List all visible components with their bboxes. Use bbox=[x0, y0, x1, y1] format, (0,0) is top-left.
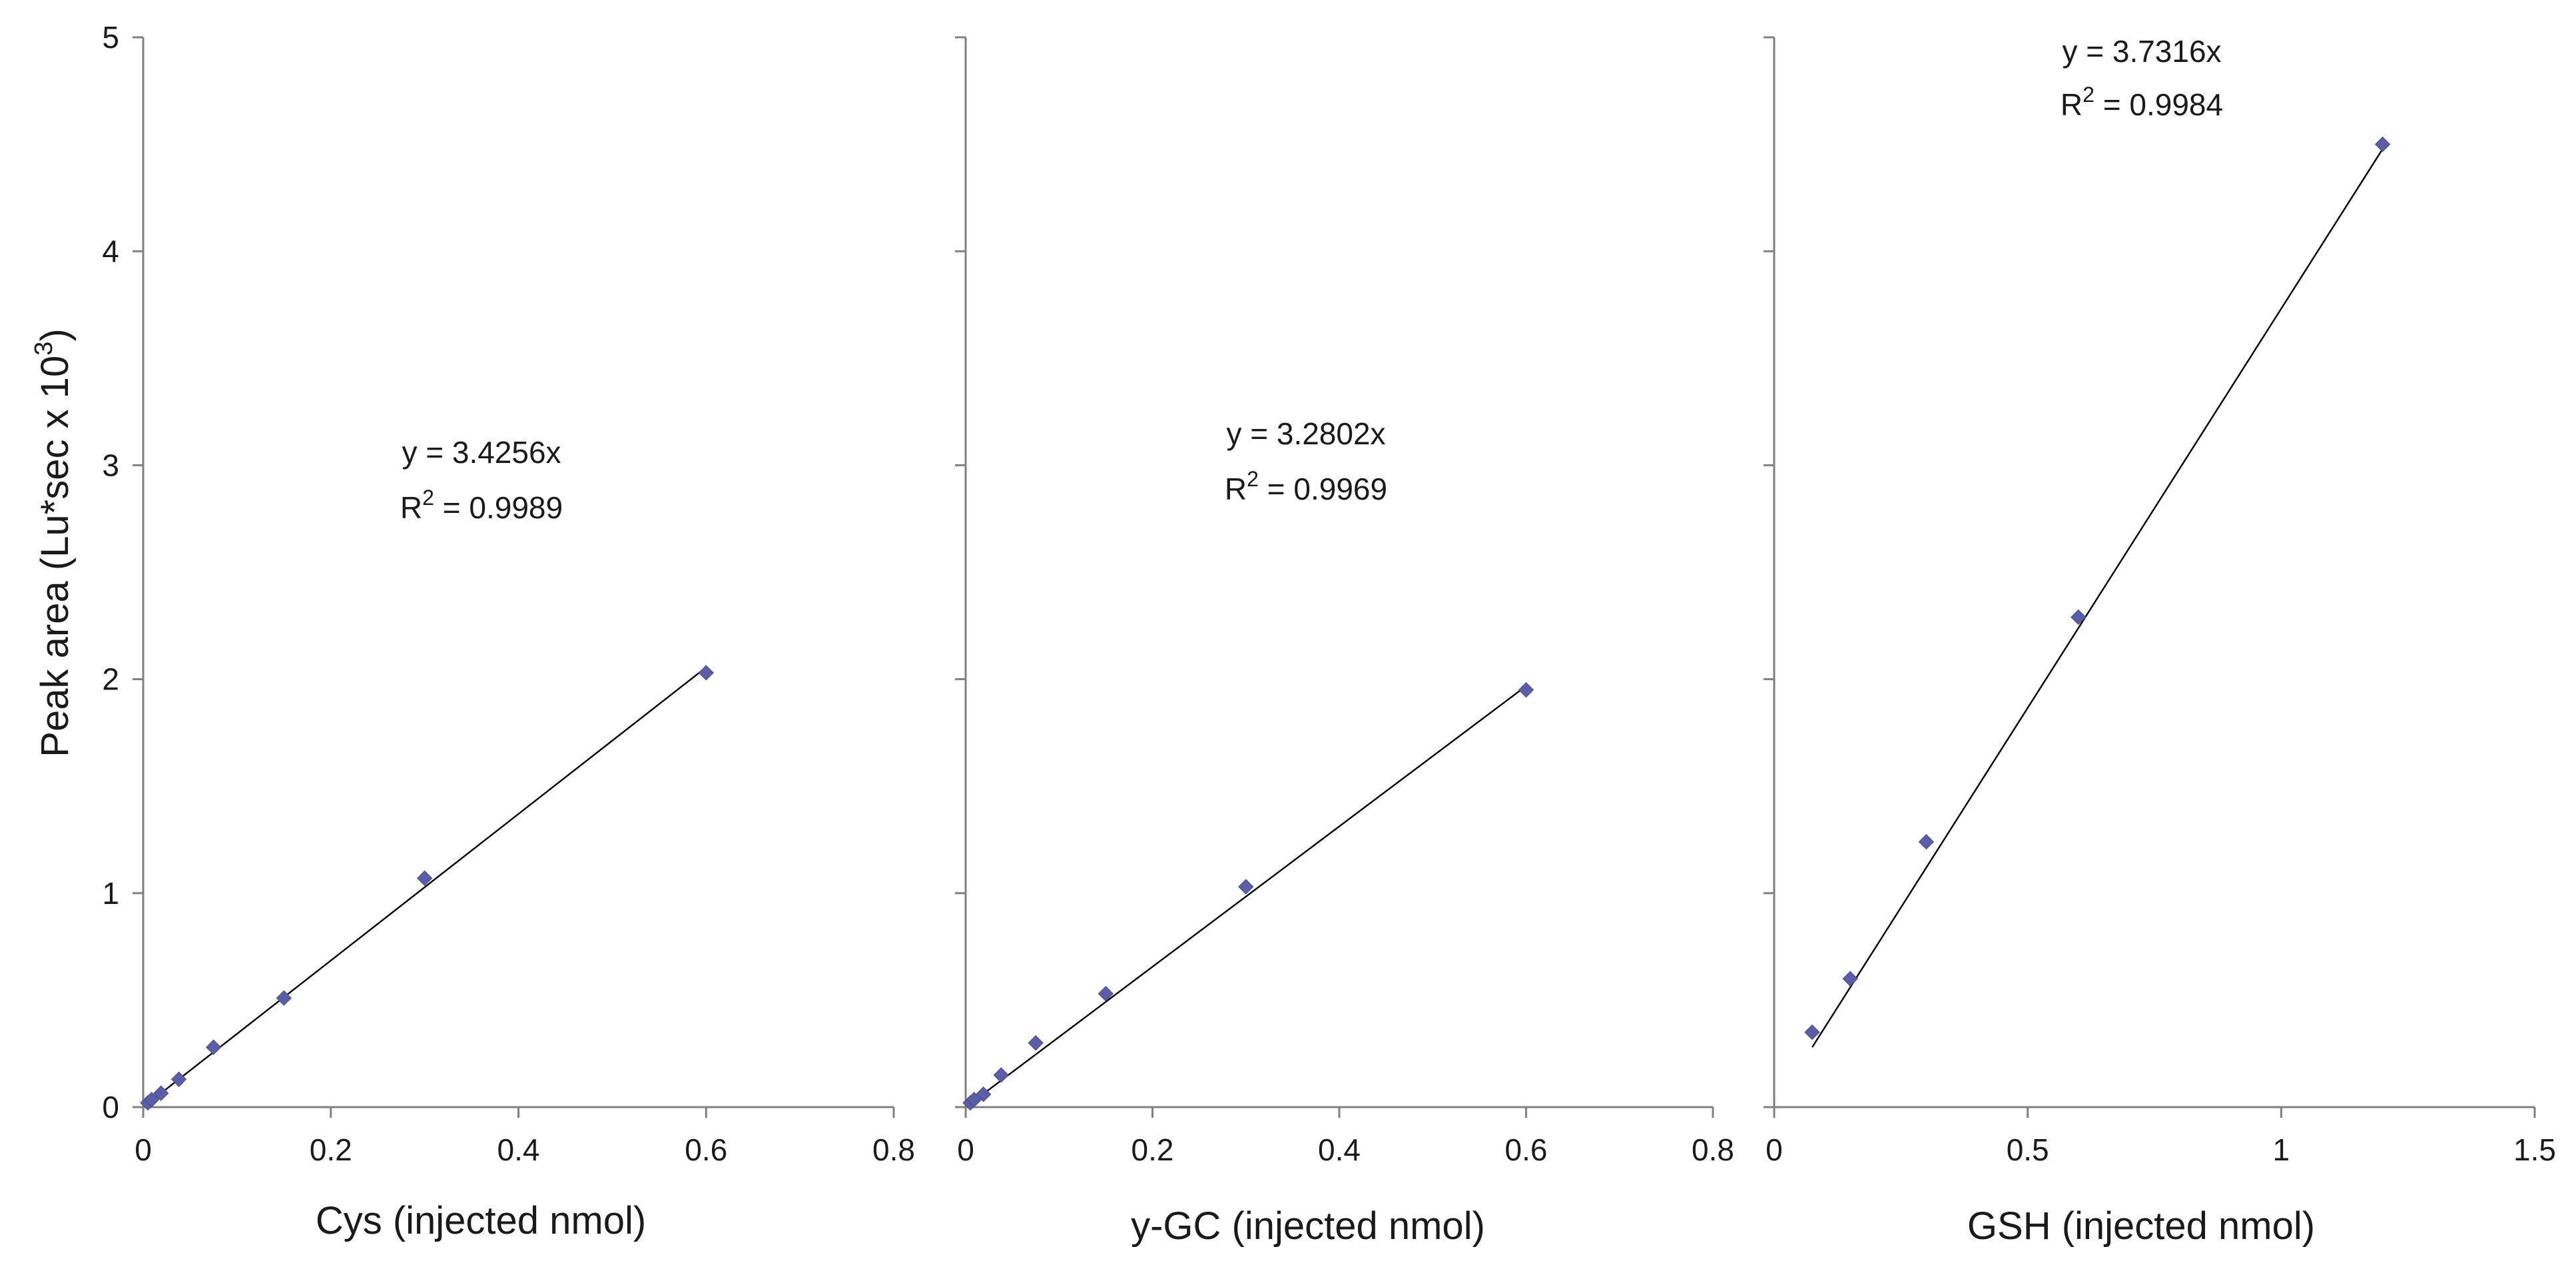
panel-ygc-trendline bbox=[968, 685, 1527, 1105]
panel-ygc-x-tick-label: 0.6 bbox=[1505, 1132, 1548, 1167]
panel-ygc-data-point bbox=[1028, 1035, 1044, 1051]
panel-cys-data-point bbox=[143, 1092, 160, 1108]
panel-cys-axes bbox=[142, 37, 894, 1108]
panel-cys-data-point bbox=[276, 990, 292, 1006]
panel-cys-r-squared: R2 = 0.9989 bbox=[400, 486, 563, 525]
panel-ygc-equation: y = 3.2802x bbox=[1226, 416, 1385, 451]
panel-gsh-data-point bbox=[2374, 136, 2391, 153]
panel-cys-data-point bbox=[698, 665, 714, 681]
panel-cys-data-point bbox=[205, 1039, 222, 1055]
panel-ygc-points bbox=[962, 681, 1534, 1111]
panel-ygc-data-point bbox=[975, 1086, 992, 1102]
panel-ygc-x-tick-label: 0.2 bbox=[1131, 1132, 1174, 1167]
panel-cys-ticks: 0 1 2 3 4 5 0 0.2 0.4 0.6 0.8 bbox=[102, 20, 915, 1167]
panel-gsh-x-tick-label: 0.5 bbox=[2007, 1132, 2049, 1167]
y-axis-title: Peak area (Lu*sec x 103) bbox=[30, 328, 77, 757]
panel-gsh-trendline bbox=[1811, 149, 2384, 1048]
panel-cys-x-tick-label: 0.6 bbox=[685, 1132, 727, 1167]
panel-cys-data-point bbox=[416, 870, 433, 887]
panel-cys-x-axis-title: Cys (injected nmol) bbox=[316, 1199, 646, 1242]
panel-gsh-data-point bbox=[1804, 1024, 1820, 1041]
panel-gsh-axes bbox=[1773, 37, 2535, 1108]
panel-cys: 0 1 2 3 4 5 0 0.2 0.4 0.6 0.8 y = 3.4256x R2 = 0.9… bbox=[102, 20, 915, 1242]
panel-ygc-ticks: 0 0.2 0.4 0.6 0.8 bbox=[955, 36, 1734, 1167]
y-tick-label: 3 bbox=[102, 448, 119, 482]
panel-cys-points bbox=[140, 665, 714, 1111]
panel-cys-x-tick-label: 0.2 bbox=[310, 1132, 352, 1167]
panel-ygc-axes bbox=[964, 37, 1713, 1108]
panel-gsh-ticks: 0 0.5 1 1.5 bbox=[1764, 36, 2556, 1167]
panel-ygc-x-tick-label: 0.4 bbox=[1318, 1132, 1361, 1167]
panel-gsh-x-axis-title: GSH (injected nmol) bbox=[1967, 1204, 2315, 1248]
y-tick-label: 5 bbox=[102, 20, 119, 55]
panel-cys-x-tick-label: 0 bbox=[135, 1132, 152, 1167]
panel-cys-trendline bbox=[146, 666, 707, 1105]
y-axis-title-superscript: 3 bbox=[30, 342, 58, 356]
panel-ygc-x-axis-title: y-GC (injected nmol) bbox=[1131, 1204, 1485, 1248]
panel-ygc-data-point bbox=[1238, 879, 1254, 895]
panel-ygc-x-tick-label: 0.8 bbox=[1692, 1132, 1734, 1167]
y-tick-label: 0 bbox=[102, 1090, 119, 1124]
panel-ygc-x-tick-label: 0 bbox=[957, 1132, 974, 1167]
panel-gsh-r-squared: R2 = 0.9984 bbox=[2061, 83, 2223, 122]
panel-gsh-points bbox=[1804, 136, 2391, 1041]
y-tick-label: 1 bbox=[102, 876, 119, 911]
panel-cys-equation: y = 3.4256x bbox=[402, 435, 561, 470]
y-tick-label: 4 bbox=[102, 234, 119, 268]
panel-gsh-data-point bbox=[2071, 609, 2087, 626]
panel-ygc-data-point bbox=[1518, 681, 1534, 698]
panel-cys-x-tick-label: 0.4 bbox=[497, 1132, 540, 1167]
panel-ygc-r-squared: R2 = 0.9969 bbox=[1225, 467, 1387, 506]
panel-ygc-data-point bbox=[993, 1067, 1010, 1083]
panel-gsh-x-tick-label: 0 bbox=[1766, 1132, 1783, 1167]
panel-gsh-data-point bbox=[1842, 971, 1858, 987]
panel-ygc-data-point bbox=[1098, 986, 1114, 1002]
panel-gsh-equation: y = 3.7316x bbox=[2062, 34, 2221, 69]
panel-cys-data-point bbox=[153, 1085, 169, 1101]
panel-ygc: 0 0.2 0.4 0.6 0.8 y = 3.2802x R2 = 0.9969 y-… bbox=[955, 36, 1734, 1248]
y-tick-label: 2 bbox=[102, 662, 119, 697]
panel-cys-x-tick-label: 0.8 bbox=[872, 1132, 915, 1167]
panel-gsh-x-tick-label: 1.5 bbox=[2513, 1132, 2556, 1167]
panel-gsh-x-tick-label: 1 bbox=[2273, 1132, 2290, 1167]
panel-cys-data-point bbox=[170, 1071, 187, 1087]
panel-gsh-data-point bbox=[1918, 834, 1935, 850]
panel-gsh: 0 0.5 1 1.5 y = 3.7316x R2 = 0.9984 GSH (in… bbox=[1764, 34, 2556, 1248]
